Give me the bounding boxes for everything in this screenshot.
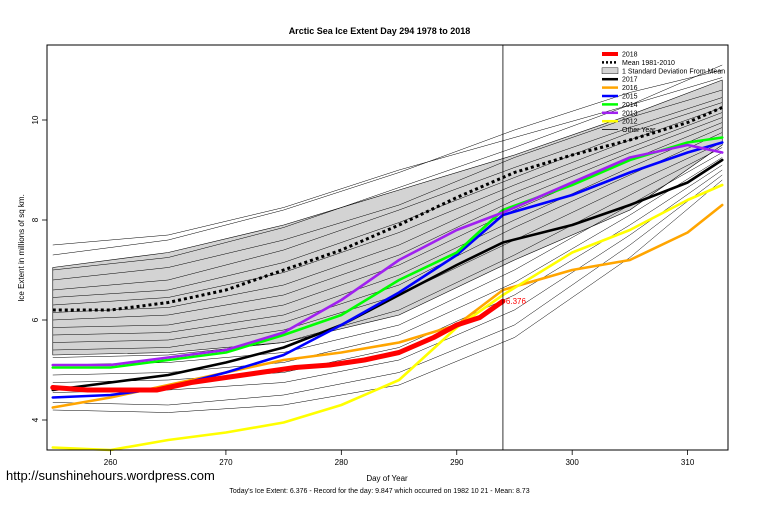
x-tick-label: 260: [104, 458, 118, 467]
series-line-2018: [50, 298, 506, 393]
legend-label: 1 Standard Deviation From Mean: [622, 68, 725, 75]
x-axis: 260 270 280 290 300 310: [104, 450, 695, 467]
x-axis-label: Day of Year: [366, 474, 408, 483]
legend-label: Mean 1981-2010: [622, 60, 675, 67]
series-line-other-year: [52, 117, 723, 321]
legend-label: 2013: [622, 110, 638, 117]
y-axis-label: Ice Extent in millions of sq km.: [17, 194, 26, 302]
series-line-other-year: [52, 102, 723, 298]
series-line-other-year: [52, 127, 723, 336]
legend-label: Other Year: [622, 127, 656, 134]
y-axis: 4 6 8 10: [31, 115, 47, 422]
x-tick-label: 290: [450, 458, 464, 467]
current-value-label: 6.376: [506, 297, 527, 306]
watermark-url[interactable]: http://sunshinehours.wordpress.com: [6, 468, 215, 483]
y-tick-label: 4: [31, 417, 40, 422]
series-line-other-year: [52, 164, 723, 383]
series-line-2014: [51, 136, 724, 369]
x-tick-label: 310: [681, 458, 695, 467]
legend-label: 2017: [622, 77, 638, 84]
legend-label: 2018: [622, 52, 638, 59]
plot-area: 6.376: [50, 45, 724, 452]
legend-label: 2012: [622, 119, 638, 126]
legend-label: 2015: [622, 94, 638, 101]
y-tick-label: 8: [31, 217, 40, 222]
series-line-other-year: [52, 97, 723, 291]
x-tick-label: 300: [565, 458, 579, 467]
chart-title: Arctic Sea Ice Extent Day 294 1978 to 20…: [289, 26, 471, 36]
series-line-other-year: [52, 89, 723, 281]
y-tick-label: 10: [31, 115, 40, 124]
series-line-other-year: [52, 174, 723, 406]
footer-stats: Today's Ice Extent: 6.376 - Record for t…: [229, 488, 530, 495]
series-line-other-year: [52, 157, 723, 376]
legend-label: 2016: [622, 85, 638, 92]
series-line-other-year: [52, 77, 723, 271]
plot-frame: [46, 44, 729, 451]
series-line-other-year: [52, 147, 723, 358]
series-line-2017: [51, 158, 724, 392]
series-line-other-year: [52, 69, 723, 256]
series-line-mean-1981-2010: [52, 106, 723, 312]
series-line-other-year: [52, 179, 723, 413]
legend-swatch: [601, 67, 619, 75]
x-tick-label: 270: [219, 458, 233, 467]
y-tick-label: 6: [31, 317, 40, 322]
series-line-2013: [51, 143, 724, 367]
series-line-other-year: [52, 132, 723, 343]
series-line-other-year: [52, 112, 723, 313]
series-line-2012: [51, 183, 724, 452]
x-tick-label: 280: [335, 458, 349, 467]
legend-label: 2014: [622, 102, 638, 109]
